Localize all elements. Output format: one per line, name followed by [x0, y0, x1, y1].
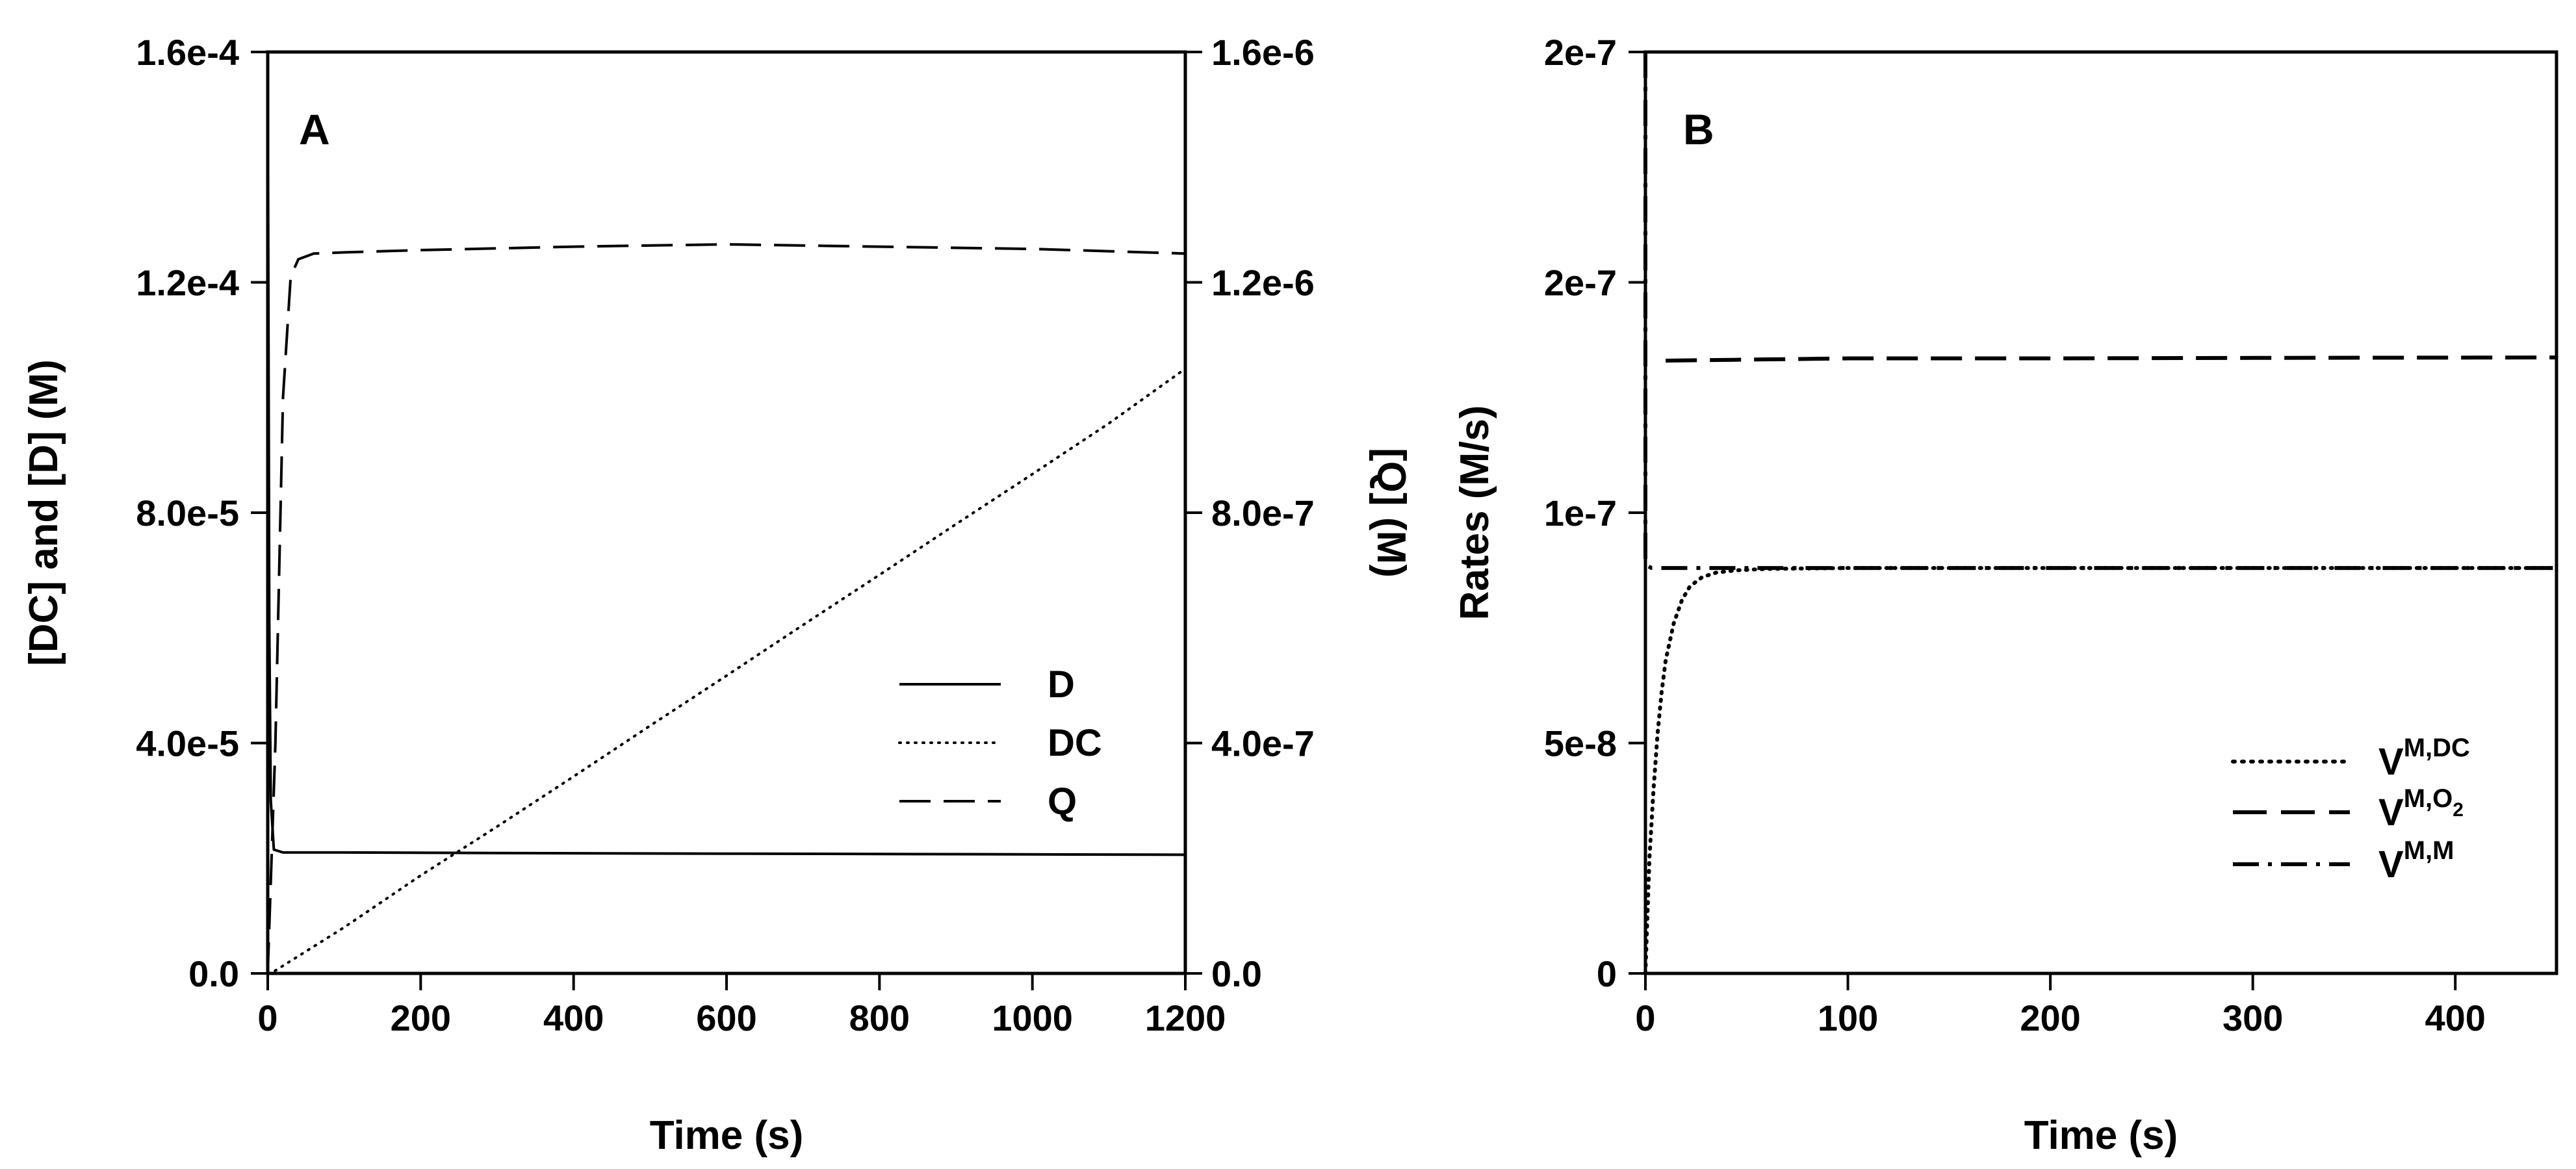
panel-a-y2-axis-title: [Q] (M)	[1369, 448, 1413, 578]
legend-vmo2-sup: M,O	[2404, 784, 2453, 813]
panel-a-y-axis-title: [DC] and [D] (M)	[21, 359, 66, 666]
x-tick-label: 0	[257, 997, 277, 1038]
panel-a-x-ticks: 0 200 400 600 800 1000 1200	[257, 973, 1226, 1038]
x-tick-label: 400	[543, 997, 604, 1038]
x-tick-label: 200	[2020, 997, 2080, 1038]
legend-vmm-sup: M,M	[2404, 836, 2454, 865]
x-tick-label: 300	[2222, 997, 2283, 1038]
panel-b-y-ticks: 0 5e-8 1e-7 2e-7 2e-7	[1544, 32, 1645, 994]
y-tick-label: 5e-8	[1544, 723, 1617, 764]
legend-label-vmdc: VM,DC	[2378, 734, 2470, 783]
panel-a-plot-frame	[266, 50, 1187, 975]
y2-tick-label: 0.0	[1211, 953, 1262, 994]
x-tick-label: 600	[696, 997, 756, 1038]
y-tick-label: 2e-7	[1544, 263, 1617, 303]
y2-tick-label: 8.0e-7	[1211, 493, 1315, 533]
series-line-q	[266, 243, 1186, 974]
legend-vmdc-base: V	[2378, 741, 2404, 783]
panel-b-label: B	[1683, 105, 1714, 153]
legend-vmo2-sub: 2	[2453, 799, 2464, 821]
y-tick-label: 1e-7	[1544, 493, 1617, 533]
panel-b: B 0 100 200 300 400 0 5e-8 1e-7 2e-7 2e-7 Time (…	[1452, 32, 2558, 1158]
legend-label-vmm: VM,M	[2378, 836, 2454, 886]
y2-tick-label: 4.0e-7	[1211, 723, 1315, 764]
x-tick-label: 0	[1635, 997, 1655, 1038]
panel-b-series	[1643, 52, 2558, 975]
panel-a-x-axis-title: Time (s)	[650, 1113, 804, 1158]
panel-a-legend: D DC Q	[898, 663, 1102, 823]
y-tick-label: 0	[1597, 953, 1617, 994]
y-tick-label: 0.0	[188, 953, 239, 994]
panel-a: A 0 200 400 600 800 1000 1200 0.0 4.0e-5 8.0e-5 1…	[21, 32, 1413, 1158]
y-tick-label: 8.0e-5	[136, 493, 239, 533]
x-tick-label: 400	[2425, 997, 2486, 1038]
panel-a-series	[266, 51, 1187, 975]
panel-b-legend: VM,DC VM,O2 VM,M	[2231, 734, 2470, 886]
panel-a-y-ticks: 0.0 4.0e-5 8.0e-5 1.2e-4 1.6e-4	[136, 32, 268, 994]
x-tick-label: 200	[391, 997, 451, 1038]
panel-a-y2-ticks: 0.0 4.0e-7 8.0e-7 1.2e-6 1.6e-6	[1185, 32, 1315, 994]
legend-label-q: Q	[1048, 780, 1077, 823]
series-line-dc	[266, 367, 1187, 975]
panel-b-x-ticks: 0 100 200 300 400	[1635, 973, 2486, 1038]
y-tick-label: 4.0e-5	[136, 723, 239, 764]
y-tick-label: 1.2e-4	[136, 263, 239, 303]
y-tick-label: 2e-7	[1544, 32, 1617, 73]
panel-b-y-axis-title: Rates (M/s)	[1452, 405, 1497, 621]
legend-label-vmo2: VM,O2	[2378, 784, 2464, 834]
y-tick-label: 1.6e-4	[136, 32, 239, 73]
series-line-v-m-o2	[1666, 355, 2557, 363]
panel-b-plot-frame	[1643, 50, 2558, 975]
legend-label-d: D	[1048, 663, 1075, 706]
panel-a-label: A	[299, 105, 330, 153]
x-tick-label: 800	[849, 997, 910, 1038]
legend-vmm-base: V	[2378, 843, 2404, 886]
x-tick-label: 1200	[1145, 997, 1226, 1038]
series-line-v-m-dc	[1643, 566, 2558, 975]
legend-label-dc: DC	[1048, 722, 1102, 764]
panel-b-x-axis-title: Time (s)	[2024, 1113, 2178, 1158]
series-line-d	[266, 51, 1186, 856]
series-line-v-m-m	[1643, 52, 2557, 571]
legend-vmo2-base: V	[2378, 791, 2404, 834]
x-tick-label: 1000	[992, 997, 1073, 1038]
x-tick-label: 100	[1818, 997, 1878, 1038]
y2-tick-label: 1.2e-6	[1211, 263, 1315, 303]
y2-tick-label: 1.6e-6	[1211, 32, 1315, 73]
legend-vmdc-sup: M,DC	[2404, 734, 2470, 762]
